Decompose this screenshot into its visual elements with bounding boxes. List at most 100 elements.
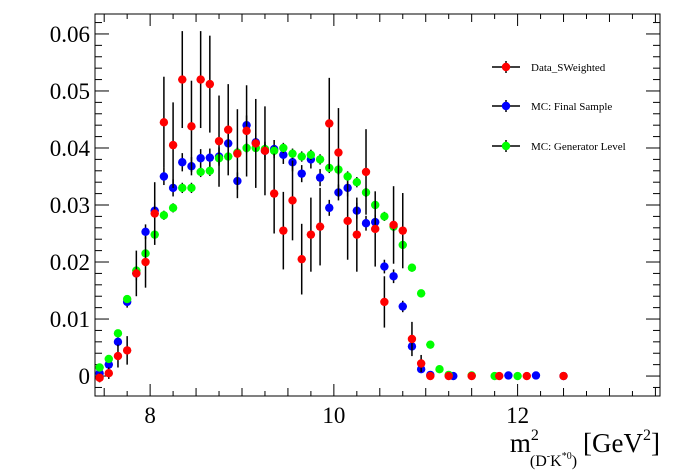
y-tick-label: 0.06 — [50, 22, 90, 47]
y-tick-label: 0.04 — [50, 136, 91, 161]
xlabel-sub-sup1: - — [547, 451, 550, 462]
data-point — [389, 220, 398, 230]
legend: Data_SWeighted MC: Final Sample MC: Genera… — [492, 61, 626, 153]
data-point — [279, 150, 288, 160]
data-point — [522, 371, 531, 381]
legend-label: Data_SWeighted — [531, 62, 606, 74]
data-point — [95, 373, 104, 382]
y-tick-label: 0.01 — [50, 307, 90, 332]
data-point — [398, 226, 407, 235]
xlabel-unit-end: ] — [651, 428, 660, 458]
data-point — [426, 371, 435, 381]
data-point — [315, 173, 325, 182]
data-point — [224, 125, 233, 134]
data-point — [205, 79, 215, 89]
data-point — [343, 172, 352, 181]
xlabel-sub-sup2: *0 — [562, 451, 572, 462]
data-point — [159, 118, 169, 127]
data-point — [325, 119, 334, 128]
data-point — [380, 262, 389, 271]
data-point — [196, 75, 205, 84]
data-point — [343, 216, 352, 226]
data-point — [205, 166, 215, 175]
data-point — [187, 183, 196, 193]
y-tick-label: 0 — [79, 364, 91, 389]
legend-marker — [501, 141, 511, 151]
data-point — [380, 297, 389, 307]
x-tick-label: 8 — [144, 403, 156, 428]
xlabel-unit-sup: 2 — [643, 427, 651, 444]
data-point — [122, 294, 132, 304]
data-point — [407, 263, 417, 272]
data-point — [132, 269, 141, 278]
series-data-sweighted — [95, 31, 568, 383]
data-point — [196, 167, 205, 177]
y-tick-label: 0.05 — [50, 79, 90, 104]
data-point — [178, 183, 187, 193]
data-point — [444, 371, 453, 381]
data-point — [141, 227, 150, 236]
data-point — [306, 150, 316, 160]
data-point — [361, 167, 371, 177]
data-point — [297, 254, 306, 264]
data-point — [233, 149, 242, 158]
data-point — [361, 219, 371, 228]
data-point — [315, 222, 325, 231]
xlabel-sub: (D — [530, 453, 547, 470]
data-point — [531, 371, 541, 380]
data-point — [389, 272, 398, 281]
legend-marker — [501, 62, 511, 72]
data-point — [407, 334, 417, 344]
data-point — [269, 146, 279, 156]
data-point — [104, 354, 113, 364]
data-point — [159, 211, 169, 220]
data-point — [371, 224, 380, 234]
axis-tick-labels: 8 10 12 0 0.01 0.02 0.03 0.04 0.05 0.06 — [50, 22, 529, 428]
data-point — [495, 371, 504, 381]
data-point — [113, 337, 123, 347]
data-point — [205, 153, 215, 162]
data-point — [306, 230, 316, 239]
x-axis-label: m2 (D-K*0)[GeV2] — [510, 427, 660, 470]
data-point — [297, 169, 306, 178]
series-mc-final-sample — [95, 115, 568, 381]
xlabel-sub-mid: K — [550, 453, 562, 470]
data-point — [168, 203, 178, 213]
legend-marker — [501, 101, 511, 111]
axis-ticks — [95, 14, 660, 396]
data-point — [416, 289, 426, 298]
data-point — [104, 368, 113, 378]
data-point — [95, 363, 104, 372]
series-mc-generator-level — [95, 142, 522, 381]
y-tick-label: 0.02 — [50, 250, 90, 275]
xlabel-sup: 2 — [531, 427, 539, 444]
data-point — [416, 359, 426, 368]
data-point — [150, 209, 159, 218]
data-series — [95, 31, 568, 383]
data-point — [178, 158, 187, 167]
data-point — [352, 230, 362, 239]
data-point — [187, 122, 196, 131]
data-point — [122, 346, 132, 355]
data-point — [141, 257, 150, 267]
data-point — [334, 148, 343, 157]
data-point — [159, 172, 169, 181]
data-point — [288, 196, 297, 205]
data-point — [113, 329, 123, 338]
data-point — [279, 143, 288, 153]
xlabel-base: m — [510, 428, 531, 458]
data-point — [297, 152, 306, 161]
data-point — [513, 371, 522, 381]
y-tick-label: 0.03 — [50, 193, 90, 218]
data-point — [113, 351, 123, 361]
x-tick-label: 10 — [322, 403, 345, 428]
data-point — [315, 155, 325, 164]
data-point — [380, 212, 389, 221]
legend-label: MC: Generator Level — [531, 141, 626, 153]
data-point — [242, 126, 251, 136]
data-point — [435, 365, 444, 374]
data-point — [251, 139, 260, 148]
data-point — [398, 302, 407, 311]
data-point — [559, 371, 568, 381]
